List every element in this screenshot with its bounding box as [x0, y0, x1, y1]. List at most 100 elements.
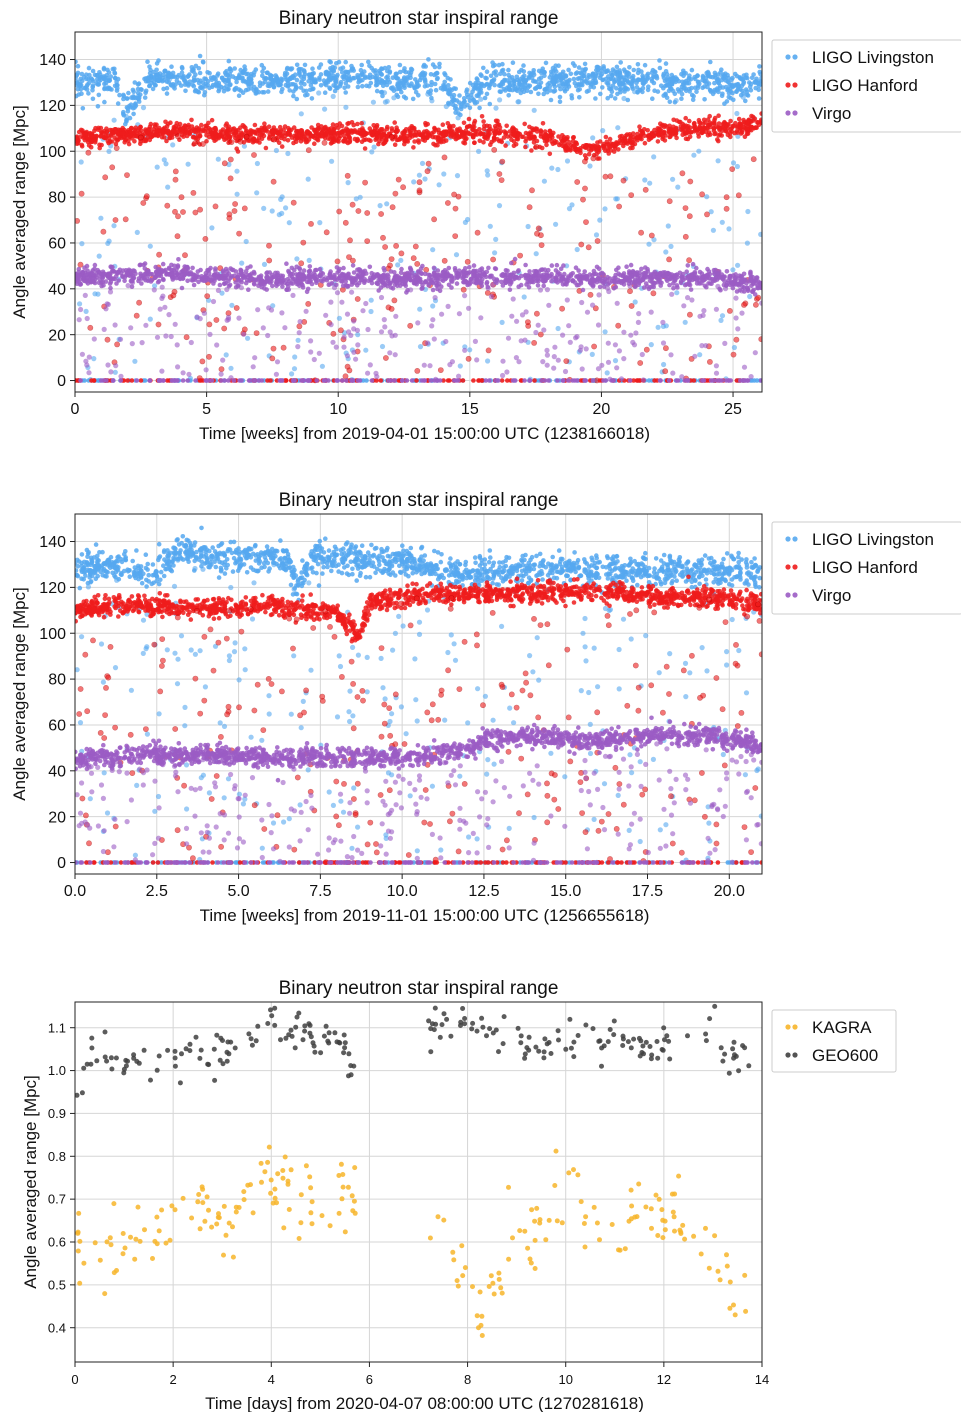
- data-point: [645, 134, 651, 139]
- data-point: [755, 119, 761, 125]
- data-point: [246, 76, 252, 81]
- data-point: [154, 77, 159, 83]
- data-point: [355, 121, 360, 127]
- data-point: [557, 73, 563, 78]
- data-point: [302, 72, 308, 77]
- data-point: [609, 89, 615, 94]
- data-point: [388, 305, 395, 312]
- data-point: [294, 77, 300, 83]
- data-point: [280, 344, 287, 351]
- data-point: [278, 76, 284, 82]
- data-point: [110, 66, 116, 72]
- data-point: [359, 62, 365, 68]
- data-point: [490, 256, 496, 263]
- data-point: [412, 132, 418, 137]
- data-point: [582, 61, 588, 67]
- data-point: [515, 132, 521, 138]
- data-point: [257, 80, 263, 85]
- data-point: [296, 67, 302, 72]
- data-point: [727, 82, 733, 88]
- data-point: [96, 78, 102, 84]
- data-point: [370, 74, 376, 80]
- data-point: [597, 378, 603, 383]
- data-point: [261, 205, 267, 211]
- data-point: [637, 360, 644, 366]
- data-point: [685, 124, 691, 129]
- data-point: [414, 260, 421, 267]
- data-point: [101, 283, 106, 288]
- data-point: [100, 130, 106, 135]
- data-point: [221, 325, 228, 332]
- data-point: [108, 74, 114, 79]
- data-point: [509, 260, 514, 266]
- data-point: [672, 91, 678, 97]
- data-point: [111, 223, 117, 229]
- data-point: [103, 77, 108, 83]
- data-point: [568, 71, 574, 77]
- data-point: [597, 156, 602, 161]
- data-point: [552, 88, 558, 93]
- data-point: [310, 79, 315, 85]
- data-point: [251, 152, 257, 158]
- data-point: [549, 69, 554, 75]
- data-point: [682, 233, 689, 240]
- data-point: [170, 142, 176, 148]
- data-point: [213, 129, 218, 135]
- data-point: [307, 264, 313, 269]
- data-point: [305, 139, 310, 144]
- data-point: [696, 148, 702, 154]
- data-point: [512, 256, 518, 262]
- data-point: [362, 74, 368, 79]
- data-point: [399, 89, 404, 95]
- data-point: [465, 216, 471, 223]
- data-point: [115, 132, 121, 137]
- data-point: [329, 140, 335, 145]
- data-point: [385, 272, 390, 278]
- data-point: [282, 72, 288, 78]
- data-point: [206, 134, 212, 140]
- data-point: [626, 74, 632, 79]
- data-point: [692, 120, 697, 126]
- data-point: [747, 293, 753, 300]
- data-point: [281, 127, 287, 133]
- data-point: [175, 213, 181, 220]
- data-point: [220, 129, 225, 134]
- data-point: [328, 132, 334, 138]
- data-point: [471, 134, 476, 140]
- data-point: [457, 134, 463, 139]
- data-point: [729, 77, 734, 83]
- data-point: [478, 130, 484, 136]
- data-point: [125, 378, 130, 383]
- data-point: [484, 289, 491, 296]
- data-point: [423, 266, 430, 273]
- data-point: [529, 148, 534, 153]
- data-point: [232, 87, 237, 93]
- data-point: [370, 99, 376, 105]
- data-point: [180, 209, 186, 215]
- data-point: [457, 93, 462, 98]
- data-point: [514, 88, 520, 94]
- data-point: [452, 266, 458, 271]
- data-point: [496, 203, 503, 209]
- data-point: [376, 141, 381, 147]
- data-point: [696, 83, 701, 88]
- data-point: [345, 84, 351, 89]
- data-point: [714, 86, 720, 91]
- data-point: [489, 78, 495, 84]
- data-point: [373, 70, 378, 76]
- data-point: [685, 263, 691, 268]
- data-point: [75, 378, 78, 383]
- data-point: [452, 233, 459, 239]
- data-point: [686, 213, 693, 220]
- data-point: [270, 345, 277, 352]
- data-point: [725, 125, 731, 131]
- data-point: [538, 128, 544, 133]
- data-point: [599, 71, 605, 77]
- data-point: [535, 225, 542, 232]
- data-point: [719, 133, 724, 138]
- data-point: [112, 217, 119, 223]
- data-point: [745, 93, 751, 98]
- data-point: [745, 208, 751, 215]
- data-point: [669, 72, 675, 78]
- data-point: [440, 122, 446, 127]
